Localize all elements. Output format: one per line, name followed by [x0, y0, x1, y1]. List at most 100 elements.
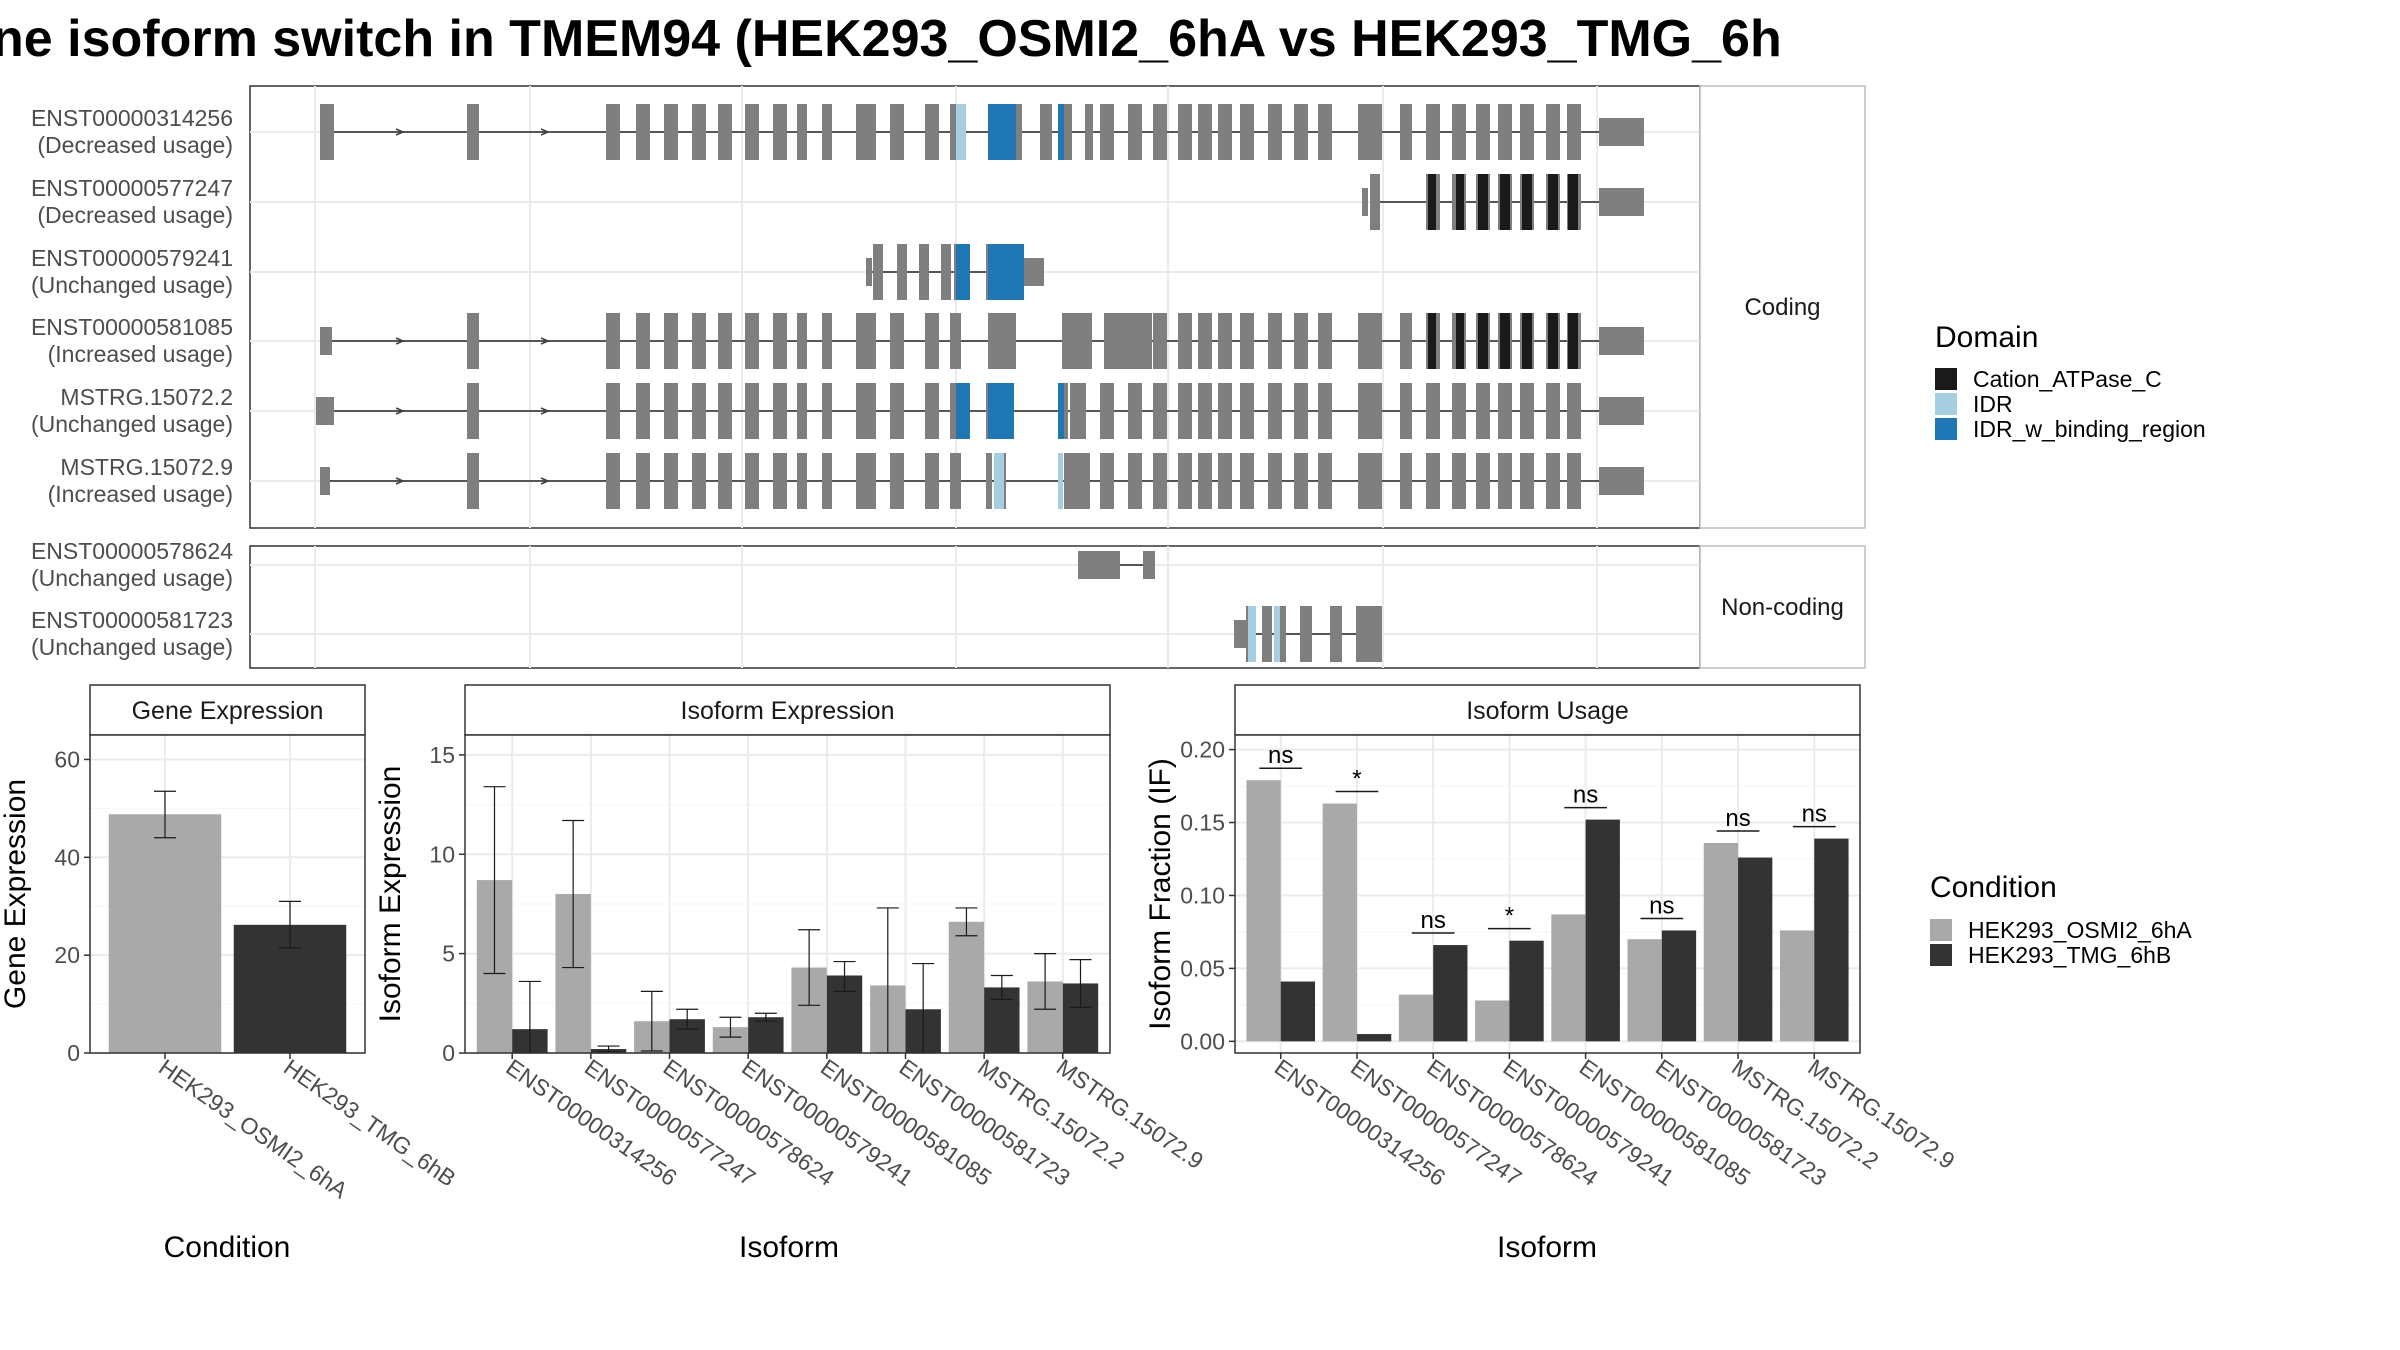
exon	[606, 453, 620, 509]
isoform-usage-label: (Decreased usage)	[37, 132, 233, 158]
bar	[748, 1017, 784, 1053]
exon	[1546, 104, 1560, 160]
isoform-usage-label: (Unchanged usage)	[31, 565, 233, 591]
isoform-track: ENST00000578624(Unchanged usage)	[31, 538, 1155, 591]
legends: Domain Cation_ATPase_CIDRIDR_w_binding_re…	[1930, 321, 2206, 968]
exon	[873, 244, 883, 300]
y-axis-title: Isoform Expression	[374, 766, 407, 1023]
exon	[1358, 313, 1382, 369]
exon	[890, 453, 904, 509]
bar	[1280, 981, 1316, 1042]
exon	[1520, 104, 1534, 160]
chart-title-strip	[89, 684, 366, 736]
expression-charts: Gene Expression0204060HEK293_OSMI2_6hAHE…	[0, 684, 1960, 1264]
exon	[1070, 383, 1086, 439]
exon	[1452, 104, 1466, 160]
exon	[1100, 453, 1114, 509]
exon	[822, 313, 832, 369]
domain-region	[1500, 313, 1510, 369]
isoform-usage-label: (Unchanged usage)	[31, 411, 233, 437]
domain-region	[1248, 606, 1256, 662]
exon	[1153, 313, 1167, 369]
exon	[467, 383, 479, 439]
exon	[1198, 453, 1212, 509]
exon	[320, 104, 334, 160]
exon	[1358, 104, 1382, 160]
exon	[606, 313, 620, 369]
strand-arrow	[540, 407, 550, 415]
isoform-id-label: ENST00000579241	[31, 245, 233, 271]
bar	[1509, 940, 1544, 1042]
exon	[1358, 453, 1382, 509]
domain-region	[1428, 174, 1436, 230]
chart-title: Isoform Usage	[1466, 697, 1629, 725]
exon	[919, 244, 929, 300]
bar	[1551, 914, 1586, 1042]
exon	[467, 453, 479, 509]
domain-region	[988, 244, 1024, 300]
exon	[1012, 104, 1022, 160]
y-tick-label: 0.15	[1180, 810, 1225, 836]
bar	[1585, 819, 1620, 1042]
y-tick-label: 0	[67, 1040, 80, 1066]
exon	[1198, 313, 1212, 369]
exon	[856, 313, 876, 369]
chart-title-strip	[464, 684, 1111, 736]
bar	[1779, 930, 1815, 1042]
exon	[1062, 313, 1092, 369]
exon	[1400, 383, 1412, 439]
y-tick-label: 60	[54, 746, 80, 772]
exon	[897, 244, 907, 300]
y-tick-label: 40	[54, 844, 80, 870]
x-axis-title: Isoform	[1497, 1231, 1597, 1264]
exon	[1567, 104, 1581, 160]
facet-strip	[1699, 85, 1866, 529]
significance-label: ns	[1573, 782, 1598, 809]
bar-chart-3: Isoform Usage ns * ns * ns ns ns ns 0.00 0.05 0.10 0…	[1144, 684, 1960, 1264]
y-tick-label: 0.10	[1180, 882, 1225, 908]
exon	[1318, 453, 1332, 509]
domain-region	[1548, 313, 1558, 369]
strand-arrow	[395, 407, 405, 415]
domain-legend-label: IDR	[1973, 391, 2013, 417]
significance-label: *	[1505, 903, 1514, 930]
exon	[1476, 104, 1490, 160]
strand-arrow	[395, 337, 405, 345]
exon	[1546, 453, 1560, 509]
domain-region	[956, 244, 970, 300]
domain-region	[994, 453, 1004, 509]
bar	[1703, 842, 1739, 1042]
bar	[1398, 994, 1434, 1042]
exon	[1268, 104, 1282, 160]
significance-label: ns	[1420, 907, 1445, 934]
domain-region	[1522, 174, 1532, 230]
exon	[1599, 188, 1644, 216]
condition-legend-label: HEK293_OSMI2_6hA	[1968, 917, 2192, 943]
exon	[1062, 104, 1072, 160]
domain-region	[1274, 606, 1280, 662]
domain-region	[1058, 104, 1064, 160]
exon	[1218, 383, 1232, 439]
plot-frame	[464, 734, 1111, 1054]
domain-region	[1500, 174, 1510, 230]
exon	[1178, 453, 1192, 509]
isoform-track: ENST00000581085(Increased usage)	[31, 313, 1644, 369]
exon	[1153, 383, 1167, 439]
exon	[1262, 606, 1272, 662]
y-tick-label: 20	[54, 942, 80, 968]
bar	[1433, 945, 1468, 1042]
exon	[692, 453, 706, 509]
exon	[1300, 606, 1312, 662]
exon	[1268, 313, 1282, 369]
exon	[1153, 453, 1167, 509]
y-tick-label: 0.20	[1180, 737, 1225, 763]
bar	[1814, 838, 1849, 1042]
exon	[797, 383, 807, 439]
exon	[941, 244, 951, 300]
exon	[1240, 453, 1254, 509]
exon	[890, 313, 904, 369]
exon	[1362, 188, 1368, 216]
exon	[1178, 104, 1192, 160]
significance-label: *	[1352, 766, 1361, 793]
exon	[1567, 453, 1581, 509]
